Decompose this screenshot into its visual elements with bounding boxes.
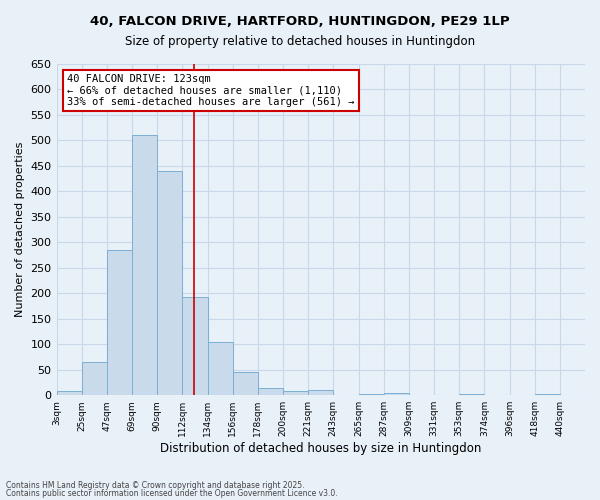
Text: Contains public sector information licensed under the Open Government Licence v3: Contains public sector information licen… — [6, 488, 338, 498]
Bar — [535, 394, 560, 395]
Text: Contains HM Land Registry data © Crown copyright and database right 2025.: Contains HM Land Registry data © Crown c… — [6, 481, 305, 490]
Text: 40 FALCON DRIVE: 123sqm
← 66% of detached houses are smaller (1,110)
33% of semi: 40 FALCON DRIVE: 123sqm ← 66% of detache… — [67, 74, 355, 107]
X-axis label: Distribution of detached houses by size in Huntingdon: Distribution of detached houses by size … — [160, 442, 481, 455]
Bar — [283, 391, 308, 395]
Text: Size of property relative to detached houses in Huntingdon: Size of property relative to detached ho… — [125, 35, 475, 48]
Y-axis label: Number of detached properties: Number of detached properties — [15, 142, 25, 318]
Bar — [56, 391, 82, 395]
Bar — [107, 250, 132, 395]
Bar — [359, 394, 383, 395]
Bar — [82, 362, 107, 395]
Bar — [182, 297, 208, 395]
Bar — [383, 392, 409, 395]
Bar — [208, 342, 233, 395]
Bar — [132, 136, 157, 395]
Text: 40, FALCON DRIVE, HARTFORD, HUNTINGDON, PE29 1LP: 40, FALCON DRIVE, HARTFORD, HUNTINGDON, … — [90, 15, 510, 28]
Bar — [157, 171, 182, 395]
Bar — [308, 390, 334, 395]
Bar — [233, 372, 258, 395]
Bar — [459, 394, 484, 395]
Bar — [258, 388, 283, 395]
